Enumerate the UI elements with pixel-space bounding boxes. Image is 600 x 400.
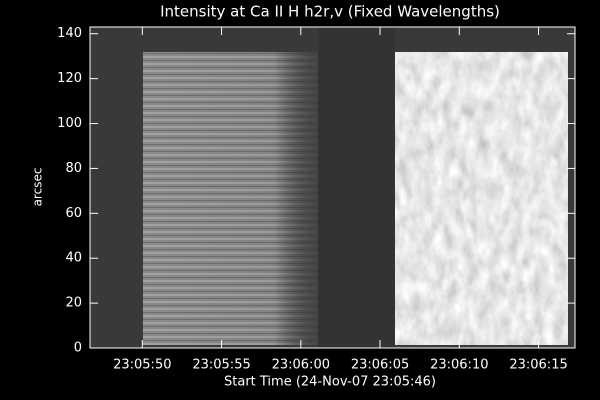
x-tick-label: 23:06:15: [509, 358, 567, 373]
y-tick-label: 60: [65, 206, 82, 221]
x-tick-label: 23:06:10: [430, 358, 488, 373]
y-tick-label: 40: [65, 251, 82, 266]
x-tick-label: 23:06:05: [351, 358, 409, 373]
x-tick-label: 23:05:50: [113, 358, 171, 373]
y-tick-label: 120: [57, 71, 82, 86]
y-tick-label: 0: [74, 341, 82, 356]
y-tick-label: 100: [57, 116, 82, 131]
y-axis-label: arcsec: [31, 168, 45, 207]
image-region: [395, 52, 568, 345]
y-tick-label: 80: [65, 161, 82, 176]
x-tick-label: 23:05:55: [192, 358, 250, 373]
y-tick-label: 20: [65, 296, 82, 311]
image-fade: [143, 52, 318, 345]
chart-title: Intensity at Ca II H h2r,v (Fixed Wavele…: [160, 3, 500, 21]
chart: Intensity at Ca II H h2r,v (Fixed Wavele…: [0, 0, 600, 400]
x-tick-label: 23:06:00: [272, 358, 330, 373]
y-tick-label: 140: [57, 26, 82, 41]
image: [90, 27, 575, 348]
image-gap: [318, 27, 395, 348]
x-axis-label: Start Time (24-Nov-07 23:05:46): [224, 375, 436, 390]
